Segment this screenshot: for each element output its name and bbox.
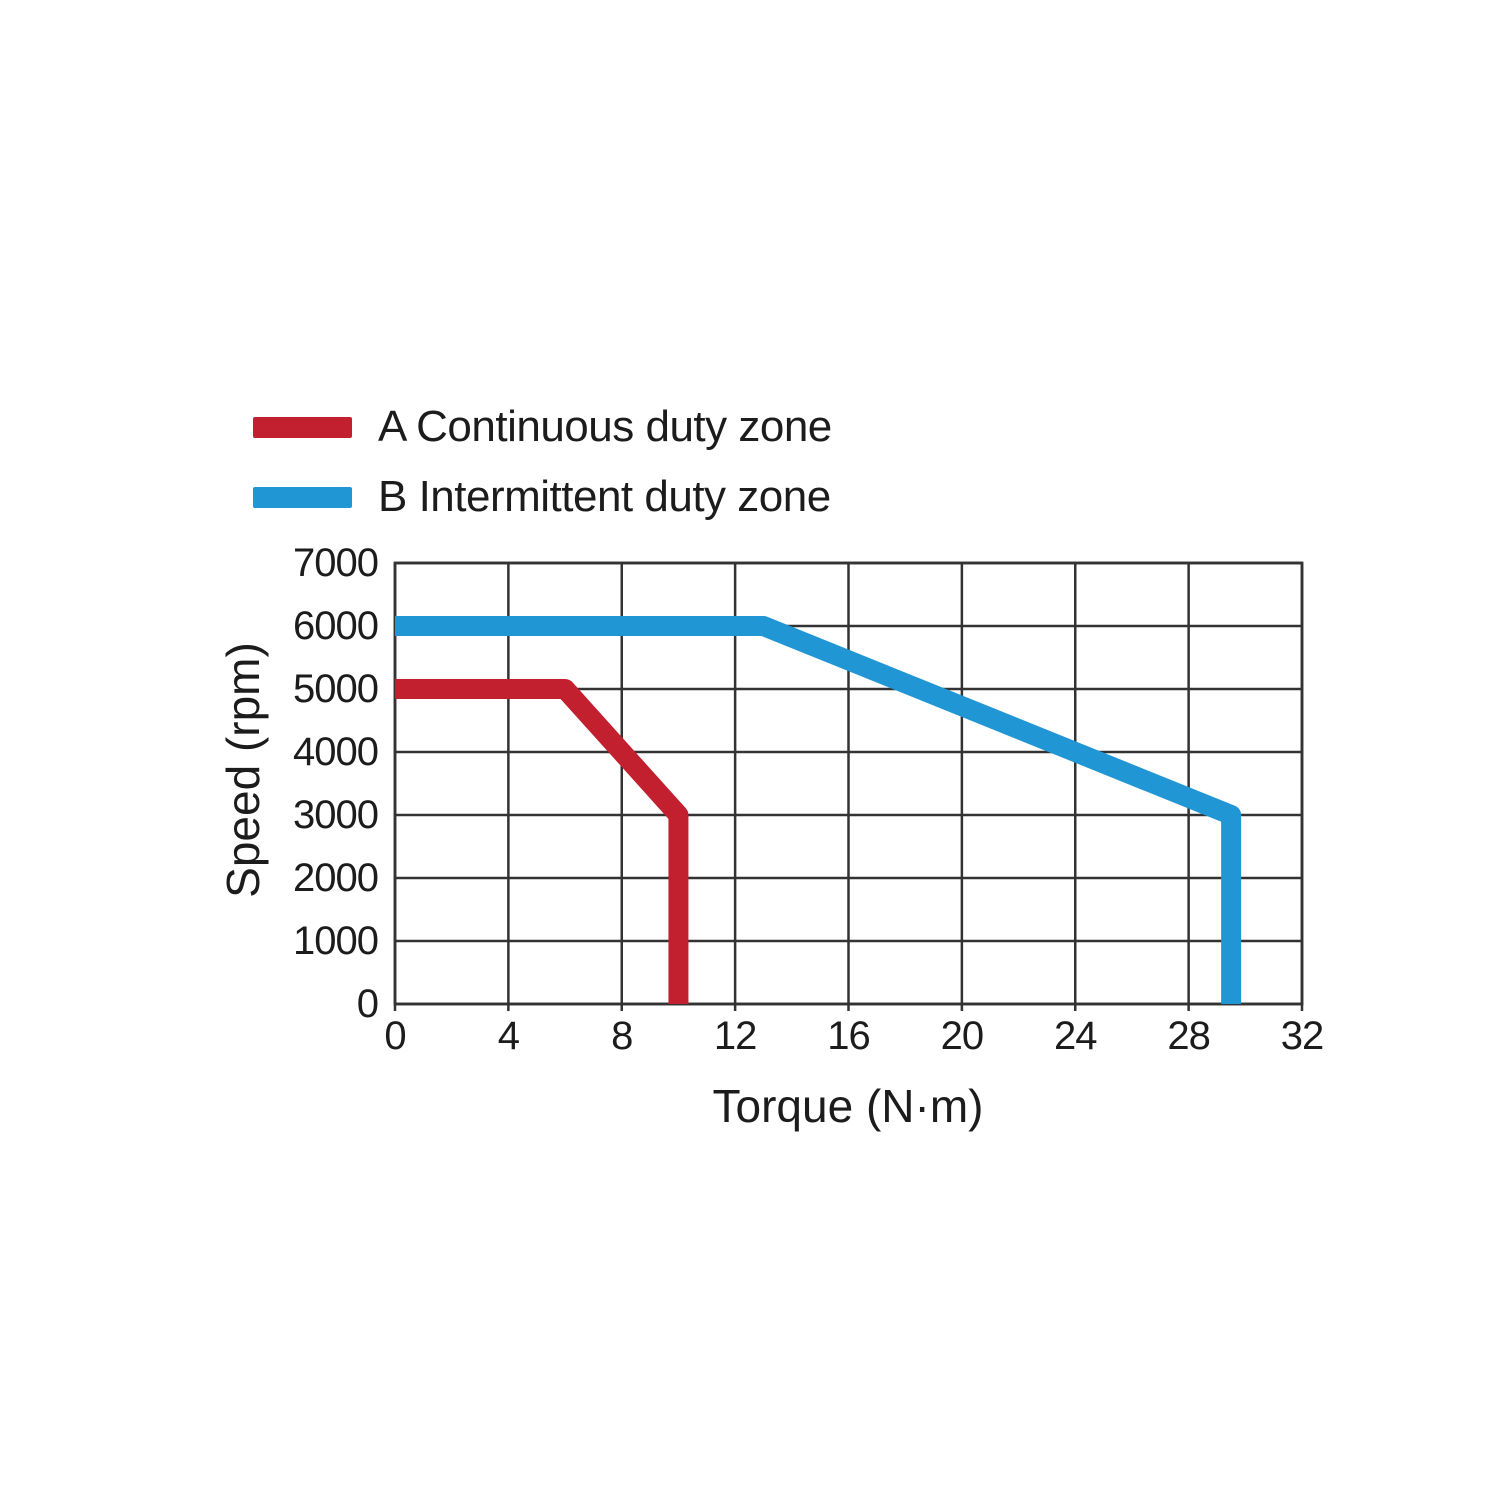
x-tick-label: 4 bbox=[497, 1014, 520, 1058]
x-tick-label: 12 bbox=[713, 1014, 758, 1058]
x-tick-label: 20 bbox=[940, 1014, 985, 1058]
y-tick-label: 5000 bbox=[293, 667, 379, 711]
y-tick-label: 7000 bbox=[293, 541, 379, 585]
x-axis-title: Torque (N·m) bbox=[712, 1080, 984, 1132]
y-tick-label: 0 bbox=[356, 982, 379, 1026]
legend-label-continuous: A Continuous duty zone bbox=[378, 402, 832, 451]
intermittent-duty-curve bbox=[395, 616, 1242, 1004]
x-tick-label: 32 bbox=[1280, 1014, 1325, 1058]
y-tick-label: 4000 bbox=[293, 730, 379, 774]
legend-swatch-continuous-icon bbox=[253, 416, 352, 438]
x-tick-label: 8 bbox=[611, 1014, 633, 1058]
y-tick-label: 1000 bbox=[293, 919, 379, 963]
x-tick-label: 16 bbox=[827, 1014, 871, 1058]
y-tick-label: 6000 bbox=[293, 604, 379, 648]
legend-swatch-intermittent-icon bbox=[253, 486, 352, 508]
x-tick-label: 28 bbox=[1167, 1014, 1211, 1058]
legend-item-continuous-duty-zone: A Continuous duty zone bbox=[253, 392, 832, 462]
plot-area bbox=[393, 561, 1304, 1011]
legend-item-intermittent-duty-zone: B Intermittent duty zone bbox=[253, 462, 832, 532]
y-tick-label: 2000 bbox=[293, 856, 379, 900]
plot-border bbox=[393, 561, 1304, 1006]
y-tick-label: 3000 bbox=[293, 793, 379, 837]
x-tick-label: 24 bbox=[1054, 1014, 1098, 1058]
legend: A Continuous duty zone B Intermittent du… bbox=[253, 392, 832, 532]
x-tick-label: 0 bbox=[384, 1014, 406, 1058]
continuous-duty-curve bbox=[395, 679, 689, 1004]
legend-label-intermittent: B Intermittent duty zone bbox=[378, 472, 831, 521]
